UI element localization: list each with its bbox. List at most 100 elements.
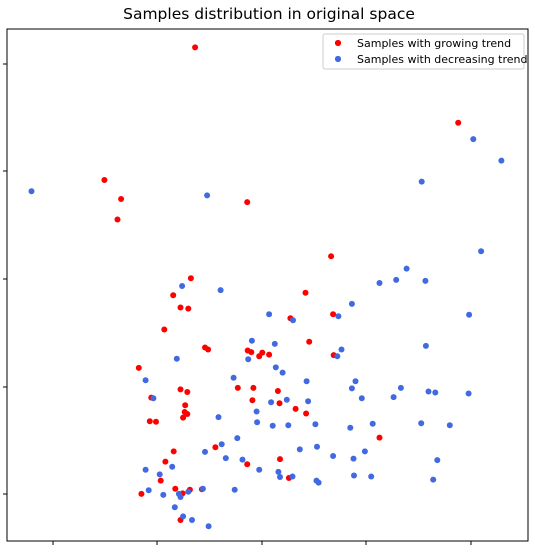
data-point [455,119,462,126]
data-point [177,386,184,393]
data-point [222,455,229,462]
plot-area-frame [6,28,529,542]
data-point [182,402,189,409]
data-point [234,435,241,442]
data-point [368,473,375,480]
data-point [180,414,187,421]
data-point [348,385,355,392]
data-point [348,300,355,307]
data-point [157,477,164,484]
data-point [403,265,410,272]
data-point [289,473,296,480]
data-point [256,353,263,360]
data-point [465,390,472,397]
data-point [425,388,432,395]
legend-box [322,33,525,70]
data-point [376,434,383,441]
data-point [422,342,429,349]
data-point [266,351,273,358]
data-point [114,216,121,223]
data-point [335,313,342,320]
data-point [369,420,376,427]
data-point [244,461,251,468]
data-point [160,491,167,498]
data-point [277,456,283,463]
data-point [28,188,35,195]
legend-marker-decreasing [334,55,342,63]
data-point [184,389,191,395]
data-point [253,408,260,415]
data-point [239,456,246,463]
data-point [276,400,283,407]
data-point [254,419,261,426]
data-point [135,364,142,371]
data-point [205,523,212,530]
data-point [230,374,237,381]
data-point [248,337,255,344]
legend: Samples with growing trend Samples with … [322,33,527,70]
data-point [271,340,278,347]
data-point [312,421,319,428]
data-point [250,384,257,391]
data-point [338,346,345,353]
data-point [245,356,252,363]
data-point [185,488,192,495]
data-point [266,311,273,318]
data-point [303,378,310,385]
data-point [347,424,354,431]
data-point [171,504,178,511]
data-point [279,369,286,376]
data-point [418,178,425,185]
data-point [212,444,219,451]
data-point [173,355,180,362]
data-point [162,458,169,465]
data-point [393,276,400,283]
data-point [189,517,195,523]
data-point [334,353,341,360]
data-point [268,399,275,406]
data-point [305,398,312,405]
data-point [434,457,441,464]
data-point [177,304,184,311]
data-point [146,418,153,425]
series-decreasing [28,136,505,530]
data-point [150,395,157,402]
data-point [184,411,191,417]
data-point [397,384,404,391]
data-point [170,292,177,299]
data-point [138,490,145,497]
data-point [161,326,168,333]
data-point [290,317,296,324]
data-point [185,305,192,312]
data-point [179,283,186,289]
data-point [153,418,159,425]
data-point [204,192,211,199]
data-point [118,196,125,202]
data-point [478,248,485,255]
data-point [231,486,238,493]
data-point [218,441,225,448]
legend-label-growing: Samples with growing trend [357,37,511,50]
data-point [180,513,187,520]
data-point [315,479,322,486]
data-point [142,377,149,384]
data-point [296,446,303,453]
data-point [256,466,263,473]
data-point [244,199,251,206]
data-point [192,44,199,51]
data-point [199,485,206,492]
data-point [145,487,152,494]
data-point [217,287,224,294]
data-points [28,44,505,530]
data-point [306,338,313,345]
data-point [358,395,365,402]
data-point [470,136,477,143]
data-point [498,157,505,164]
data-point [350,455,357,462]
data-point [269,422,276,429]
data-point [249,397,256,404]
series-growing [101,44,462,523]
data-point [215,414,222,421]
